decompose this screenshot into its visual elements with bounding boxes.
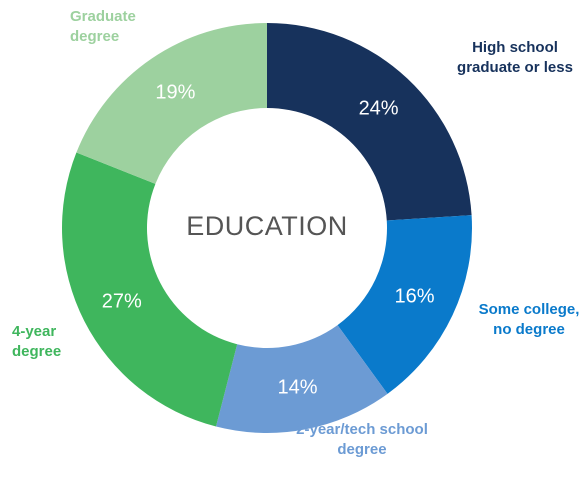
value-label: 19%	[155, 81, 195, 103]
slice	[267, 23, 472, 221]
value-label: 24%	[359, 97, 399, 119]
value-label: 16%	[394, 286, 434, 308]
category-label: Graduate degree	[70, 8, 136, 45]
slice	[337, 215, 472, 394]
category-label: Some college, no degree	[478, 301, 580, 338]
value-label: 27%	[102, 290, 142, 312]
category-label: 2-year/tech school degree	[296, 421, 428, 458]
slice	[76, 23, 268, 184]
category-label: High school graduate or less	[457, 39, 573, 76]
value-label: 14%	[278, 376, 318, 398]
slice	[61, 152, 238, 427]
slice	[216, 325, 388, 433]
category-label: 4-year degree	[12, 323, 62, 360]
center-label: EDUCATION	[186, 211, 348, 241]
